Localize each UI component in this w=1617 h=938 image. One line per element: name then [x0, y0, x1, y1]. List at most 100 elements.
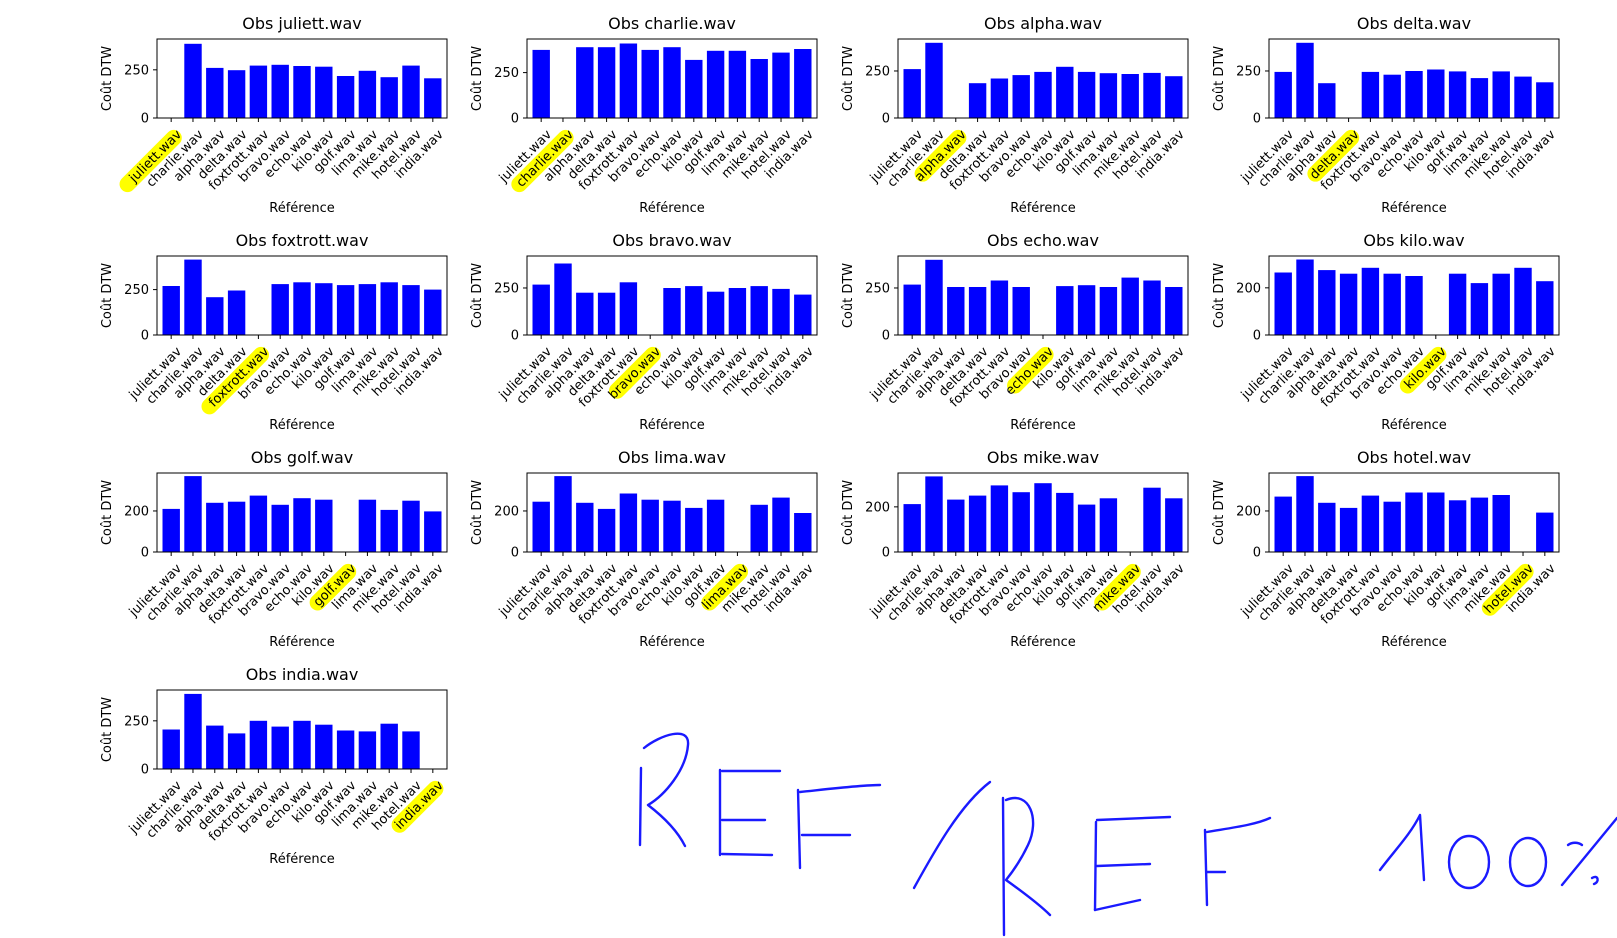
bar	[1165, 76, 1183, 118]
bar	[750, 286, 768, 335]
bar	[1448, 500, 1467, 552]
y-tick-label: 250	[865, 281, 890, 296]
bar	[1405, 276, 1423, 335]
bar	[1361, 495, 1380, 552]
bar	[358, 70, 377, 118]
bar	[380, 509, 398, 552]
y-tick-label: 200	[1236, 281, 1261, 296]
bar	[728, 50, 747, 118]
bar	[903, 284, 921, 335]
bar	[293, 498, 311, 552]
y-axis-label: Coût DTW	[1212, 263, 1227, 328]
bar	[1274, 71, 1292, 118]
subplot-title: Obs delta.wav	[1357, 14, 1471, 33]
ink-ref-1	[638, 732, 882, 870]
bar	[1012, 492, 1030, 552]
bar	[554, 263, 572, 335]
x-axis-label: Référence	[269, 201, 334, 216]
bar	[554, 476, 572, 552]
subplot-title: Obs echo.wav	[987, 231, 1099, 250]
bar	[1077, 504, 1096, 552]
bar	[532, 284, 550, 335]
y-tick-label: 250	[494, 66, 519, 81]
bar	[968, 495, 987, 552]
bar	[271, 726, 289, 769]
y-tick-label: 200	[494, 504, 519, 519]
subplot: 0200juliett.wavcharlie.wavalpha.wavdelta…	[1212, 448, 1560, 650]
y-tick-label: 0	[511, 546, 519, 561]
subplot: 0250juliett.wavcharlie.wavalpha.wavdelta…	[1212, 14, 1560, 216]
bar	[1427, 69, 1445, 118]
bar	[925, 42, 943, 118]
bar	[947, 287, 965, 335]
y-tick-label: 0	[1253, 329, 1261, 344]
y-axis-label: Coût DTW	[100, 263, 115, 328]
x-axis-label: Référence	[1010, 635, 1075, 650]
bar	[1448, 71, 1467, 118]
y-axis-label: Coût DTW	[1212, 46, 1227, 111]
bar	[1383, 74, 1401, 118]
bar	[184, 476, 202, 552]
bar	[424, 78, 442, 118]
y-axis-label: Coût DTW	[100, 480, 115, 545]
bar	[249, 720, 268, 769]
highlight-mark	[609, 346, 661, 399]
subplot-title: Obs alpha.wav	[984, 14, 1102, 33]
bar	[271, 504, 289, 552]
bar	[532, 501, 550, 552]
subplot: 0250juliett.wavcharlie.wavalpha.wavdelta…	[841, 231, 1189, 433]
subplot-title: Obs mike.wav	[987, 448, 1099, 467]
subplot: 0250juliett.wavcharlie.wavalpha.wavdelta…	[100, 665, 448, 867]
bar	[1099, 287, 1118, 335]
bar	[576, 292, 594, 335]
bar	[1077, 71, 1096, 118]
bar	[1056, 286, 1074, 335]
y-tick-label: 250	[124, 63, 149, 78]
bar	[685, 507, 703, 552]
bar	[293, 720, 311, 769]
bar	[336, 76, 355, 118]
bar	[1165, 498, 1183, 552]
bar	[925, 476, 943, 552]
bar	[1536, 512, 1554, 552]
bar	[1056, 66, 1074, 118]
bar	[925, 259, 943, 335]
bar	[336, 285, 355, 335]
bar	[380, 282, 398, 335]
bar	[227, 733, 246, 769]
bar	[1296, 42, 1314, 118]
bar	[315, 499, 333, 552]
y-tick-label: 250	[124, 714, 149, 729]
bar	[249, 65, 268, 118]
bar	[619, 282, 638, 335]
subplot-title: Obs bravo.wav	[612, 231, 731, 250]
bar	[576, 502, 594, 552]
bar	[1427, 492, 1445, 552]
x-axis-label: Référence	[1381, 201, 1446, 216]
bar	[597, 47, 616, 119]
bar	[402, 285, 420, 335]
bar	[1405, 492, 1423, 552]
bar	[1470, 497, 1489, 552]
bar	[706, 291, 725, 335]
subplot: 0250juliett.wavcharlie.wavalpha.wavdelta…	[841, 14, 1189, 216]
bar	[1318, 83, 1336, 118]
bar	[1492, 495, 1510, 552]
bar	[641, 49, 659, 118]
x-axis-label: Référence	[639, 418, 704, 433]
y-tick-label: 0	[1253, 546, 1261, 561]
bar	[903, 69, 921, 118]
y-axis-label: Coût DTW	[100, 46, 115, 111]
bar	[663, 47, 681, 119]
bar	[1012, 287, 1030, 335]
bar	[685, 59, 703, 118]
x-axis-label: Référence	[1010, 418, 1075, 433]
bar	[358, 731, 377, 769]
ink-slash	[912, 780, 992, 890]
bar	[315, 724, 333, 769]
y-tick-label: 0	[141, 546, 149, 561]
bar	[794, 294, 812, 335]
bar	[794, 49, 812, 118]
y-tick-label: 250	[865, 64, 890, 79]
bar	[1339, 273, 1358, 335]
